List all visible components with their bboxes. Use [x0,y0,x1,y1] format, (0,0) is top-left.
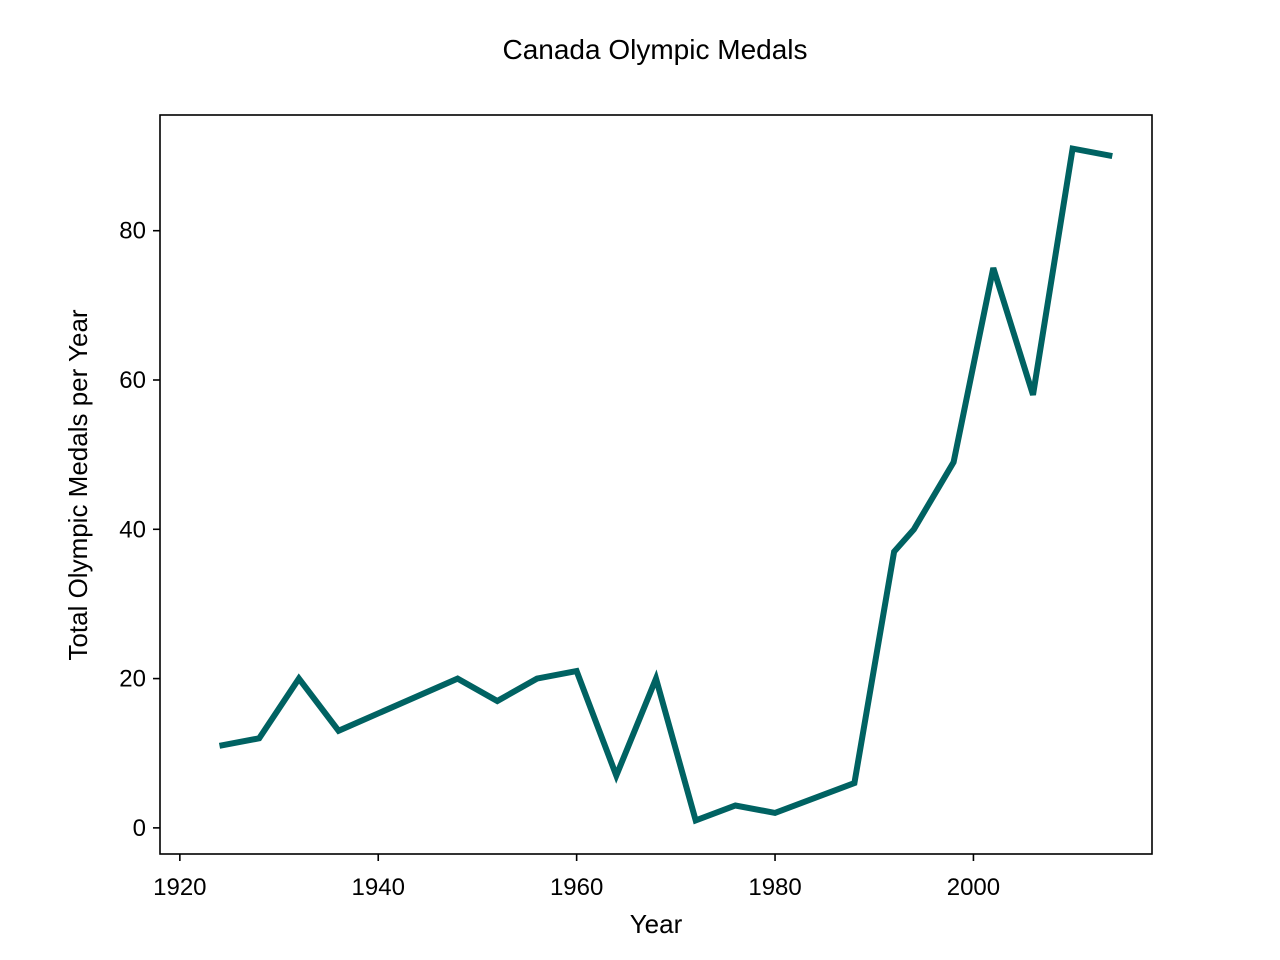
x-tick-label: 1960 [550,874,603,901]
y-tick-label: 0 [133,815,146,842]
x-axis-label: Year [630,909,683,939]
y-tick-label: 20 [119,666,146,693]
x-tick-label: 1920 [153,874,206,901]
y-axis-label: Total Olympic Medals per Year [63,309,93,661]
series-line [218,145,1113,825]
y-tick-label: 80 [119,218,146,245]
plot-frame [159,114,1153,855]
chart-title: Canada Olympic Medals [502,34,807,65]
x-tick-label: 1980 [748,874,801,901]
x-tick-label: 1940 [352,874,405,901]
y-tick-label: 40 [119,516,146,543]
y-tick-label: 60 [119,367,146,394]
x-tick-label: 2000 [947,874,1000,901]
plot-area: 1920 1940 1960 1980 2000 0 20 40 60 80 [119,114,1153,901]
